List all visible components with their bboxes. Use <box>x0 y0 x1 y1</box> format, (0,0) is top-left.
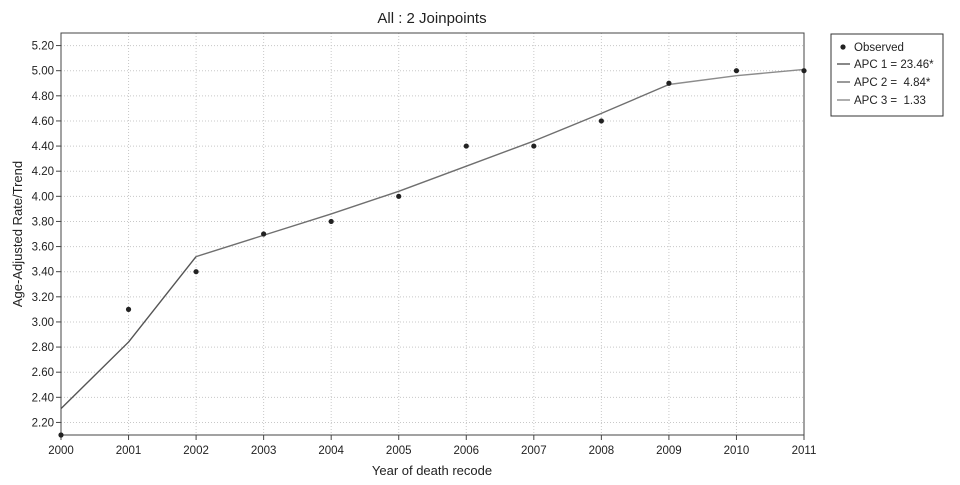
legend: Observed APC 1 = 23.46* APC 2 = 4.84* AP… <box>830 33 944 117</box>
x-tick-label: 2005 <box>386 445 412 457</box>
x-tick-label: 2003 <box>251 445 277 457</box>
legend-apc2-label: APC 2 = 4.84* <box>854 77 931 89</box>
observed-point <box>666 80 672 86</box>
y-tick-label: 3.80 <box>32 216 54 228</box>
y-tick-label: 4.80 <box>32 91 54 103</box>
x-tick-label: 2002 <box>183 445 209 457</box>
y-tick-label: 4.20 <box>32 166 54 178</box>
y-tick-label: 3.20 <box>32 292 54 304</box>
y-tick-label: 5.00 <box>32 66 54 78</box>
y-tick-label: 3.00 <box>32 317 54 329</box>
legend-observed-marker <box>840 44 846 50</box>
x-tick-label: 2009 <box>656 445 682 457</box>
observed-point <box>463 143 469 149</box>
x-axis: 2000 2001 2002 2003 2004 2005 2006 2007 2008 2009… <box>48 435 816 457</box>
chart-title: All : 2 Joinpoints <box>377 10 486 27</box>
x-tick-label: 2007 <box>521 445 547 457</box>
x-tick-label: 2004 <box>318 445 344 457</box>
y-tick-label: 2.40 <box>32 392 54 404</box>
x-tick-label: 2008 <box>589 445 615 457</box>
y-tick-label: 4.60 <box>32 116 54 128</box>
observed-point <box>733 68 740 74</box>
observed-point <box>125 306 132 312</box>
x-tick-label: 2011 <box>792 445 817 457</box>
trend-segment-apc2 <box>195 83 670 258</box>
x-tick-label: 2006 <box>453 445 479 457</box>
observed-point <box>801 68 807 74</box>
y-tick-label: 2.20 <box>32 417 54 429</box>
x-axis-title: Year of death recode <box>372 463 492 478</box>
observed-point <box>396 193 402 199</box>
observed-point <box>193 269 199 275</box>
legend-apc1-label: APC 1 = 23.46* <box>854 59 934 71</box>
plot-frame <box>60 32 805 436</box>
x-tick-label: 2010 <box>724 445 750 457</box>
y-tick-label: 3.60 <box>32 242 54 254</box>
trend-segment-apc1 <box>60 256 197 410</box>
legend-observed-label: Observed <box>854 42 904 54</box>
observed-point <box>58 432 64 438</box>
y-tick-label: 2.80 <box>32 342 54 354</box>
y-tick-label: 4.40 <box>32 141 54 153</box>
x-tick-label: 2001 <box>116 445 142 457</box>
trend-segment-apc3 <box>668 68 805 86</box>
y-tick-label: 3.40 <box>32 267 54 279</box>
observed-point <box>261 231 267 237</box>
y-tick-label: 2.60 <box>32 367 54 379</box>
grid <box>60 33 805 435</box>
x-tick-label: 2000 <box>48 445 74 457</box>
observed-point <box>531 143 537 149</box>
y-tick-label: 4.00 <box>32 191 54 203</box>
observed-point <box>598 118 604 124</box>
y-axis: 2.20 2.40 2.60 2.80 3.00 3.20 3.40 3.60 3.80 4.00… <box>32 41 61 429</box>
y-tick-label: 5.20 <box>32 41 54 53</box>
legend-apc3-label: APC 3 = 1.33 <box>854 95 926 107</box>
legend-box <box>830 33 944 117</box>
trend-lines <box>60 68 805 410</box>
observed-point <box>328 218 334 225</box>
observed-points <box>58 68 807 438</box>
y-axis-title: Age-Adjusted Rate/Trend <box>10 161 25 307</box>
